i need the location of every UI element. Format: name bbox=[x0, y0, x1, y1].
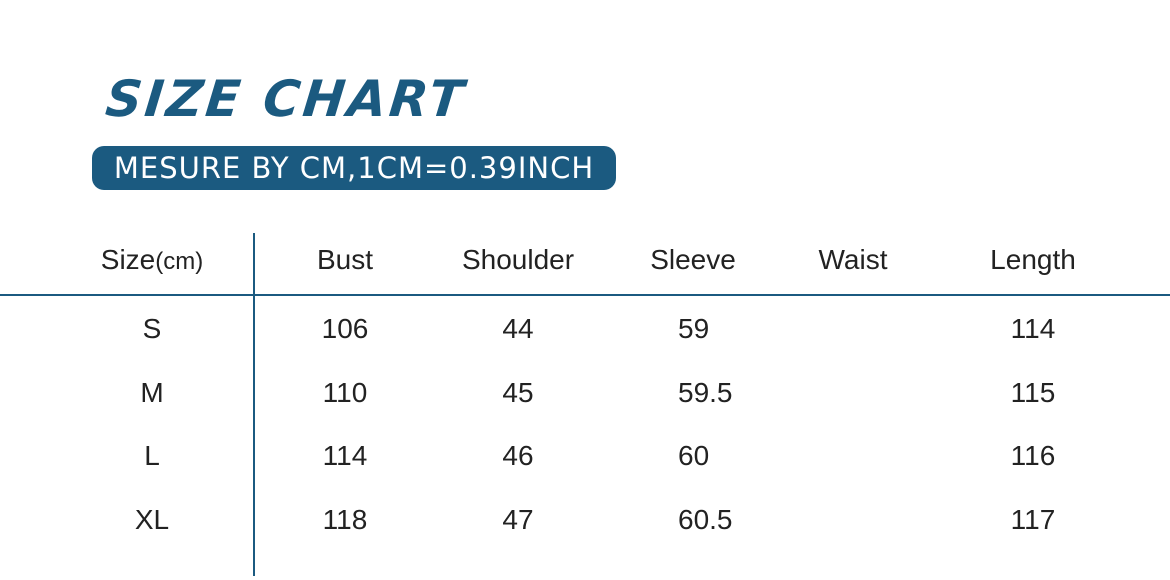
header-unit: (cm) bbox=[155, 248, 204, 275]
cell-length: 116 bbox=[1010, 440, 1056, 471]
cell-bust: 106 bbox=[321, 313, 369, 344]
header-label: Length bbox=[990, 244, 1076, 275]
cell-length: 117 bbox=[1010, 504, 1056, 535]
size-column-divider bbox=[253, 233, 255, 576]
cell-length: 115 bbox=[1010, 377, 1056, 408]
header-sleeve: Sleeve bbox=[650, 244, 736, 276]
cell-sleeve: 59 bbox=[678, 313, 710, 344]
header-label: Sleeve bbox=[650, 244, 736, 275]
header-length: Length bbox=[990, 244, 1076, 276]
cell-shoulder: 45 bbox=[502, 377, 534, 408]
cell-size: XL bbox=[134, 504, 170, 535]
header-label: Waist bbox=[818, 244, 888, 275]
header-bust: Bust bbox=[317, 244, 373, 276]
cell-size: M bbox=[140, 377, 164, 408]
header-label: Size bbox=[100, 244, 156, 275]
cell-sleeve: 60 bbox=[678, 440, 710, 471]
cell-bust: 110 bbox=[322, 377, 368, 408]
header-shoulder: Shoulder bbox=[462, 244, 574, 276]
cell-size: S bbox=[142, 313, 162, 344]
header-waist: Waist bbox=[819, 244, 888, 276]
page-title: SIZE CHART bbox=[102, 70, 470, 128]
cell-bust: 118 bbox=[322, 504, 368, 535]
cell-sleeve: 59.5 bbox=[678, 377, 733, 408]
cell-length: 114 bbox=[1010, 313, 1056, 344]
header-divider bbox=[0, 294, 1170, 296]
cell-shoulder: 46 bbox=[502, 440, 534, 471]
cell-size: L bbox=[144, 440, 160, 471]
header-label: Bust bbox=[316, 244, 374, 275]
cell-shoulder: 44 bbox=[502, 313, 534, 344]
header-size: Size(cm) bbox=[101, 244, 203, 276]
cell-shoulder: 47 bbox=[502, 504, 534, 535]
measure-note-badge: MESURE BY CM,1CM=0.39INCH bbox=[92, 146, 616, 190]
cell-sleeve: 60.5 bbox=[678, 504, 733, 535]
header-label: Shoulder bbox=[461, 244, 575, 275]
cell-bust: 114 bbox=[322, 440, 368, 471]
